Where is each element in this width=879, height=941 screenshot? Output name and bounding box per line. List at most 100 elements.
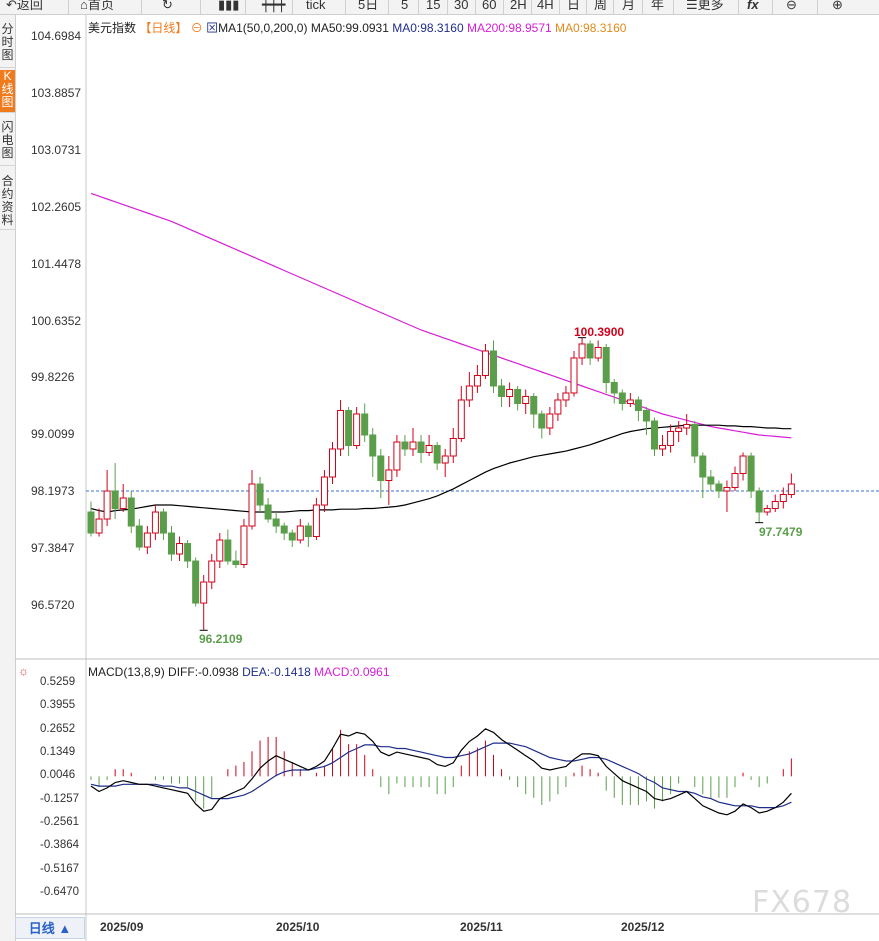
- formula-button[interactable]: fx: [747, 0, 759, 12]
- candle-body: [449, 437, 457, 457]
- candle-type-button[interactable]: ┿┿┿: [262, 0, 285, 14]
- toolbar-divider: [447, 0, 448, 14]
- zoom-out-button[interactable]: ⊖: [786, 0, 797, 14]
- candle-body: [514, 388, 522, 404]
- toolbar-divider: [772, 0, 773, 14]
- candle-body: [787, 483, 795, 496]
- tab-flash-chart[interactable]: 闪电图: [0, 121, 15, 166]
- candle-body: [168, 532, 175, 555]
- settings-icon[interactable]: ⊖: [190, 21, 203, 35]
- candle-body: [755, 490, 763, 513]
- m60-button[interactable]: 60: [482, 0, 497, 12]
- toolbar-divider: [613, 0, 614, 14]
- macd-tick-label: 0.2652: [40, 722, 76, 735]
- symbol-name: 美元指数: [88, 21, 137, 35]
- candle-body: [779, 494, 787, 503]
- week-button[interactable]: 周: [594, 0, 608, 12]
- candle-body: [457, 399, 465, 439]
- tab-kline[interactable]: K线图: [0, 70, 15, 113]
- candle-body: [723, 487, 731, 492]
- toolbar-divider: [531, 0, 532, 14]
- candle-body: [626, 399, 634, 404]
- macd-settings-icon[interactable]: ☼: [18, 664, 29, 678]
- candle-body: [683, 423, 691, 429]
- ma-indicator-name[interactable]: MA1(50,0,200,0): [218, 21, 308, 35]
- five-day-button[interactable]: 5日: [358, 0, 379, 12]
- candle-body: [345, 409, 353, 446]
- price-tick-label: 99.8226: [31, 370, 75, 385]
- candle-body: [127, 497, 135, 527]
- toolbar-divider: [141, 0, 142, 14]
- candle-body: [522, 395, 530, 404]
- home-button[interactable]: ⌂首页: [80, 0, 114, 14]
- period-label: 【日线】: [139, 21, 188, 35]
- candle-body: [264, 504, 272, 520]
- refresh-button[interactable]: ↻: [162, 0, 173, 14]
- macd-tick-label: -0.3864: [40, 839, 80, 852]
- toolbar-divider: [475, 0, 476, 14]
- candle-body: [618, 392, 626, 404]
- tab-intraday[interactable]: 分时图: [0, 23, 15, 68]
- price-tick-label: 100.6352: [31, 313, 82, 328]
- macd-name[interactable]: MACD(13,8,9): [88, 665, 165, 679]
- candle-body: [562, 392, 570, 401]
- candle-body: [192, 560, 200, 604]
- candle-body: [490, 350, 497, 387]
- period-select-button[interactable]: 日线 ▲: [15, 917, 85, 939]
- candle-body: [715, 483, 723, 492]
- high-annotation: 100.3900: [574, 325, 625, 339]
- candle-body: [739, 455, 747, 475]
- candle-body: [119, 497, 127, 510]
- toolbar-divider: [200, 0, 201, 14]
- price-layer: [86, 192, 879, 631]
- ma50-value: MA50:99.0931: [310, 21, 389, 35]
- macd-tick-label: -0.2561: [40, 816, 80, 828]
- h4-button[interactable]: 4H: [537, 0, 554, 12]
- candle-body: [554, 399, 562, 415]
- candle-body: [151, 511, 159, 534]
- diff-line: [90, 728, 792, 816]
- candle-body: [763, 508, 771, 513]
- candle-body: [103, 490, 111, 520]
- candle-body: [433, 444, 441, 464]
- candle-body: [337, 409, 345, 450]
- candle-body: [425, 444, 433, 453]
- candle-body: [143, 532, 151, 548]
- m30-button[interactable]: 30: [454, 0, 469, 12]
- candle-body: [377, 455, 385, 482]
- day-button[interactable]: 日: [567, 0, 581, 12]
- h2-button[interactable]: 2H: [510, 0, 527, 12]
- toolbar-divider: [738, 0, 739, 14]
- candle-body: [280, 525, 288, 534]
- m15-button[interactable]: 15: [426, 0, 441, 12]
- candle-body: [610, 381, 618, 394]
- tick-button[interactable]: tick: [306, 0, 326, 12]
- ma200-value: MA200:98.9571: [466, 21, 552, 35]
- zoom-in-button[interactable]: ⊕: [832, 0, 843, 14]
- candle-body: [667, 430, 675, 446]
- candle-body: [634, 399, 642, 411]
- candle-body: [296, 525, 304, 541]
- candle-body: [747, 455, 755, 492]
- chart-type-button[interactable]: ▮▮▮: [218, 0, 239, 14]
- ma200-line: [90, 192, 792, 439]
- toolbar-divider: [245, 0, 246, 14]
- candle-body: [256, 483, 264, 506]
- m5-button[interactable]: 5: [401, 0, 409, 12]
- candle-body: [731, 473, 739, 489]
- back-button[interactable]: ↶返回: [6, 0, 43, 14]
- year-button[interactable]: 年: [651, 0, 665, 12]
- month-button[interactable]: 月: [622, 0, 636, 12]
- more-button[interactable]: ☰更多: [686, 0, 724, 14]
- candle-body: [473, 374, 481, 387]
- toolbar-divider: [418, 0, 419, 14]
- candle-body: [111, 490, 119, 510]
- candle-body: [506, 388, 514, 397]
- candle-body: [586, 343, 594, 359]
- diff-value: DIFF:-0.0938: [168, 665, 239, 679]
- candle-body: [87, 511, 95, 534]
- price-tick-label: 104.6984: [31, 29, 82, 43]
- price-tick-label: 99.0099: [31, 427, 75, 442]
- tab-contract-info[interactable]: 合约资料: [0, 175, 15, 230]
